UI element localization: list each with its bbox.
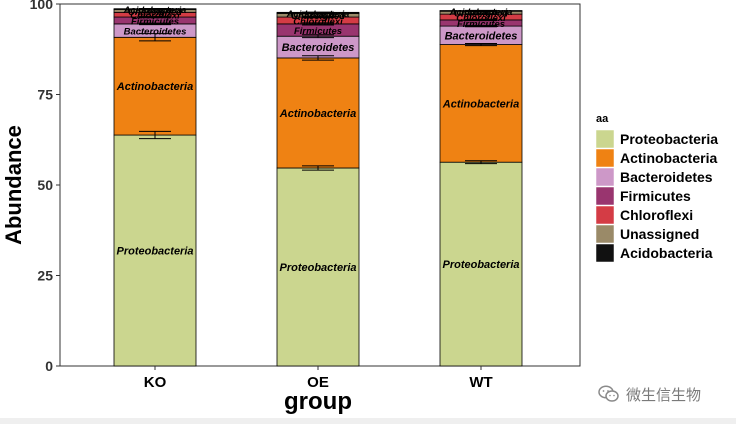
legend-swatch-chloroflexi [595,205,615,225]
segment-label-wt-acidobacteria: Acidobacteria [449,7,513,18]
legend-label-acidobacteria: Acidobacteria [620,245,713,261]
error-bar-ko-firmicutes [139,15,171,19]
error-bar-oe-actinobacteria [302,55,334,61]
segment-label-ko-acidobacteria: Acidobacteria [123,5,187,16]
wechat-icon [598,385,619,402]
error-bar-wt-bacteroidetes [465,24,497,28]
error-bar-oe-bacteroidetes [302,34,334,39]
segment-label-oe-chloroflexi: Chloroflexi [293,16,343,27]
segment-label-wt-proteobacteria: Proteobacteria [442,259,519,271]
legend-label-firmicutes: Firmicutes [620,188,691,204]
legend-title: aa [596,113,609,125]
legend-swatch-acidobacteria [595,243,615,263]
segment-label-ko-proteobacteria: Proteobacteria [116,246,193,258]
bar-segment-wt-proteobacteria [439,161,523,367]
segment-label-wt-bacteroidetes: Bacteroidetes [445,30,518,42]
error-bar-oe-firmicutes [302,22,334,26]
error-bar-wt-actinobacteria [465,42,497,47]
bottom-strip [0,418,736,424]
segment-label-wt-actinobacteria: Actinobacteria [442,98,519,110]
segment-label-ko-bacteroidetes: Bacteroidetes [124,27,187,38]
legend-label-bacteroidetes: Bacteroidetes [620,169,713,185]
y-tick-label-100: 100 [30,0,54,12]
error-bar-wt-proteobacteria [465,160,497,165]
legend-label-chloroflexi: Chloroflexi [620,207,693,223]
legend-swatch-unassigned [595,224,615,244]
segment-label-oe-proteobacteria: Proteobacteria [279,262,356,274]
y-tick-label-25: 25 [37,268,53,284]
x-tick-label-wt: WT [469,374,492,391]
legend-swatch-proteobacteria [595,129,615,149]
legend-label-proteobacteria: Proteobacteria [620,131,718,147]
error-bar-wt-chloroflexi [465,13,497,15]
bars-layer: Proteobacteria Actinobacteria Bacteroidete… [113,5,523,367]
error-bar-oe-unassigned [302,12,334,15]
error-bar-wt-firmicutes [465,18,497,22]
bar-segment-oe-proteobacteria [276,167,360,367]
legend-swatch-firmicutes [595,186,615,206]
x-axis-title: group [284,388,352,415]
legend-label-unassigned: Unassigned [620,226,699,242]
x-tick-label-oe: OE [307,374,329,391]
legend: aa Proteobacteria Actinobacteria Bacteroid… [595,113,718,263]
legend-label-actinobacteria: Actinobacteria [620,150,717,166]
segment-label-oe-bacteroidetes: Bacteroidetes [282,42,355,54]
y-tick-label-0: 0 [45,358,53,374]
error-bar-ko-proteobacteria [139,130,171,140]
y-tick-label-75: 75 [37,87,53,103]
segment-label-wt-chloroflexi: Chloroflexi [456,13,506,24]
bar-segment-oe-actinobacteria [276,57,360,169]
error-bar-oe-chloroflexi [302,15,334,19]
segment-label-oe-firmicutes: Firmicutes [294,26,342,37]
error-bar-ko-actinobacteria [139,33,171,42]
legend-swatch-actinobacteria [595,148,615,168]
segment-label-oe-acidobacteria: Acidobacteria [286,9,350,20]
segment-label-wt-firmicutes: Firmicutes [457,19,505,30]
y-axis-title: Abundance [1,125,26,245]
bar-segment-wt-actinobacteria [439,44,523,163]
error-bar-ko-chloroflexi [139,11,171,14]
segment-label-ko-actinobacteria: Actinobacteria [116,81,193,93]
bar-segment-ko-proteobacteria [113,134,197,367]
segment-label-ko-firmicutes: Firmicutes [131,16,179,27]
x-tick-label-ko: KO [144,374,167,391]
axes-layer: KO OE WT 0 25 50 75 100 [30,0,493,391]
segment-label-oe-actinobacteria: Actinobacteria [279,108,356,120]
watermark: 微生信生物 [598,382,701,406]
watermark-text: 微生信生物 [626,386,702,404]
y-tick-label-50: 50 [37,177,53,193]
error-bar-ko-bacteroidetes [139,22,171,26]
legend-swatch-bacteroidetes [595,167,615,187]
error-bar-oe-proteobacteria [302,165,334,171]
